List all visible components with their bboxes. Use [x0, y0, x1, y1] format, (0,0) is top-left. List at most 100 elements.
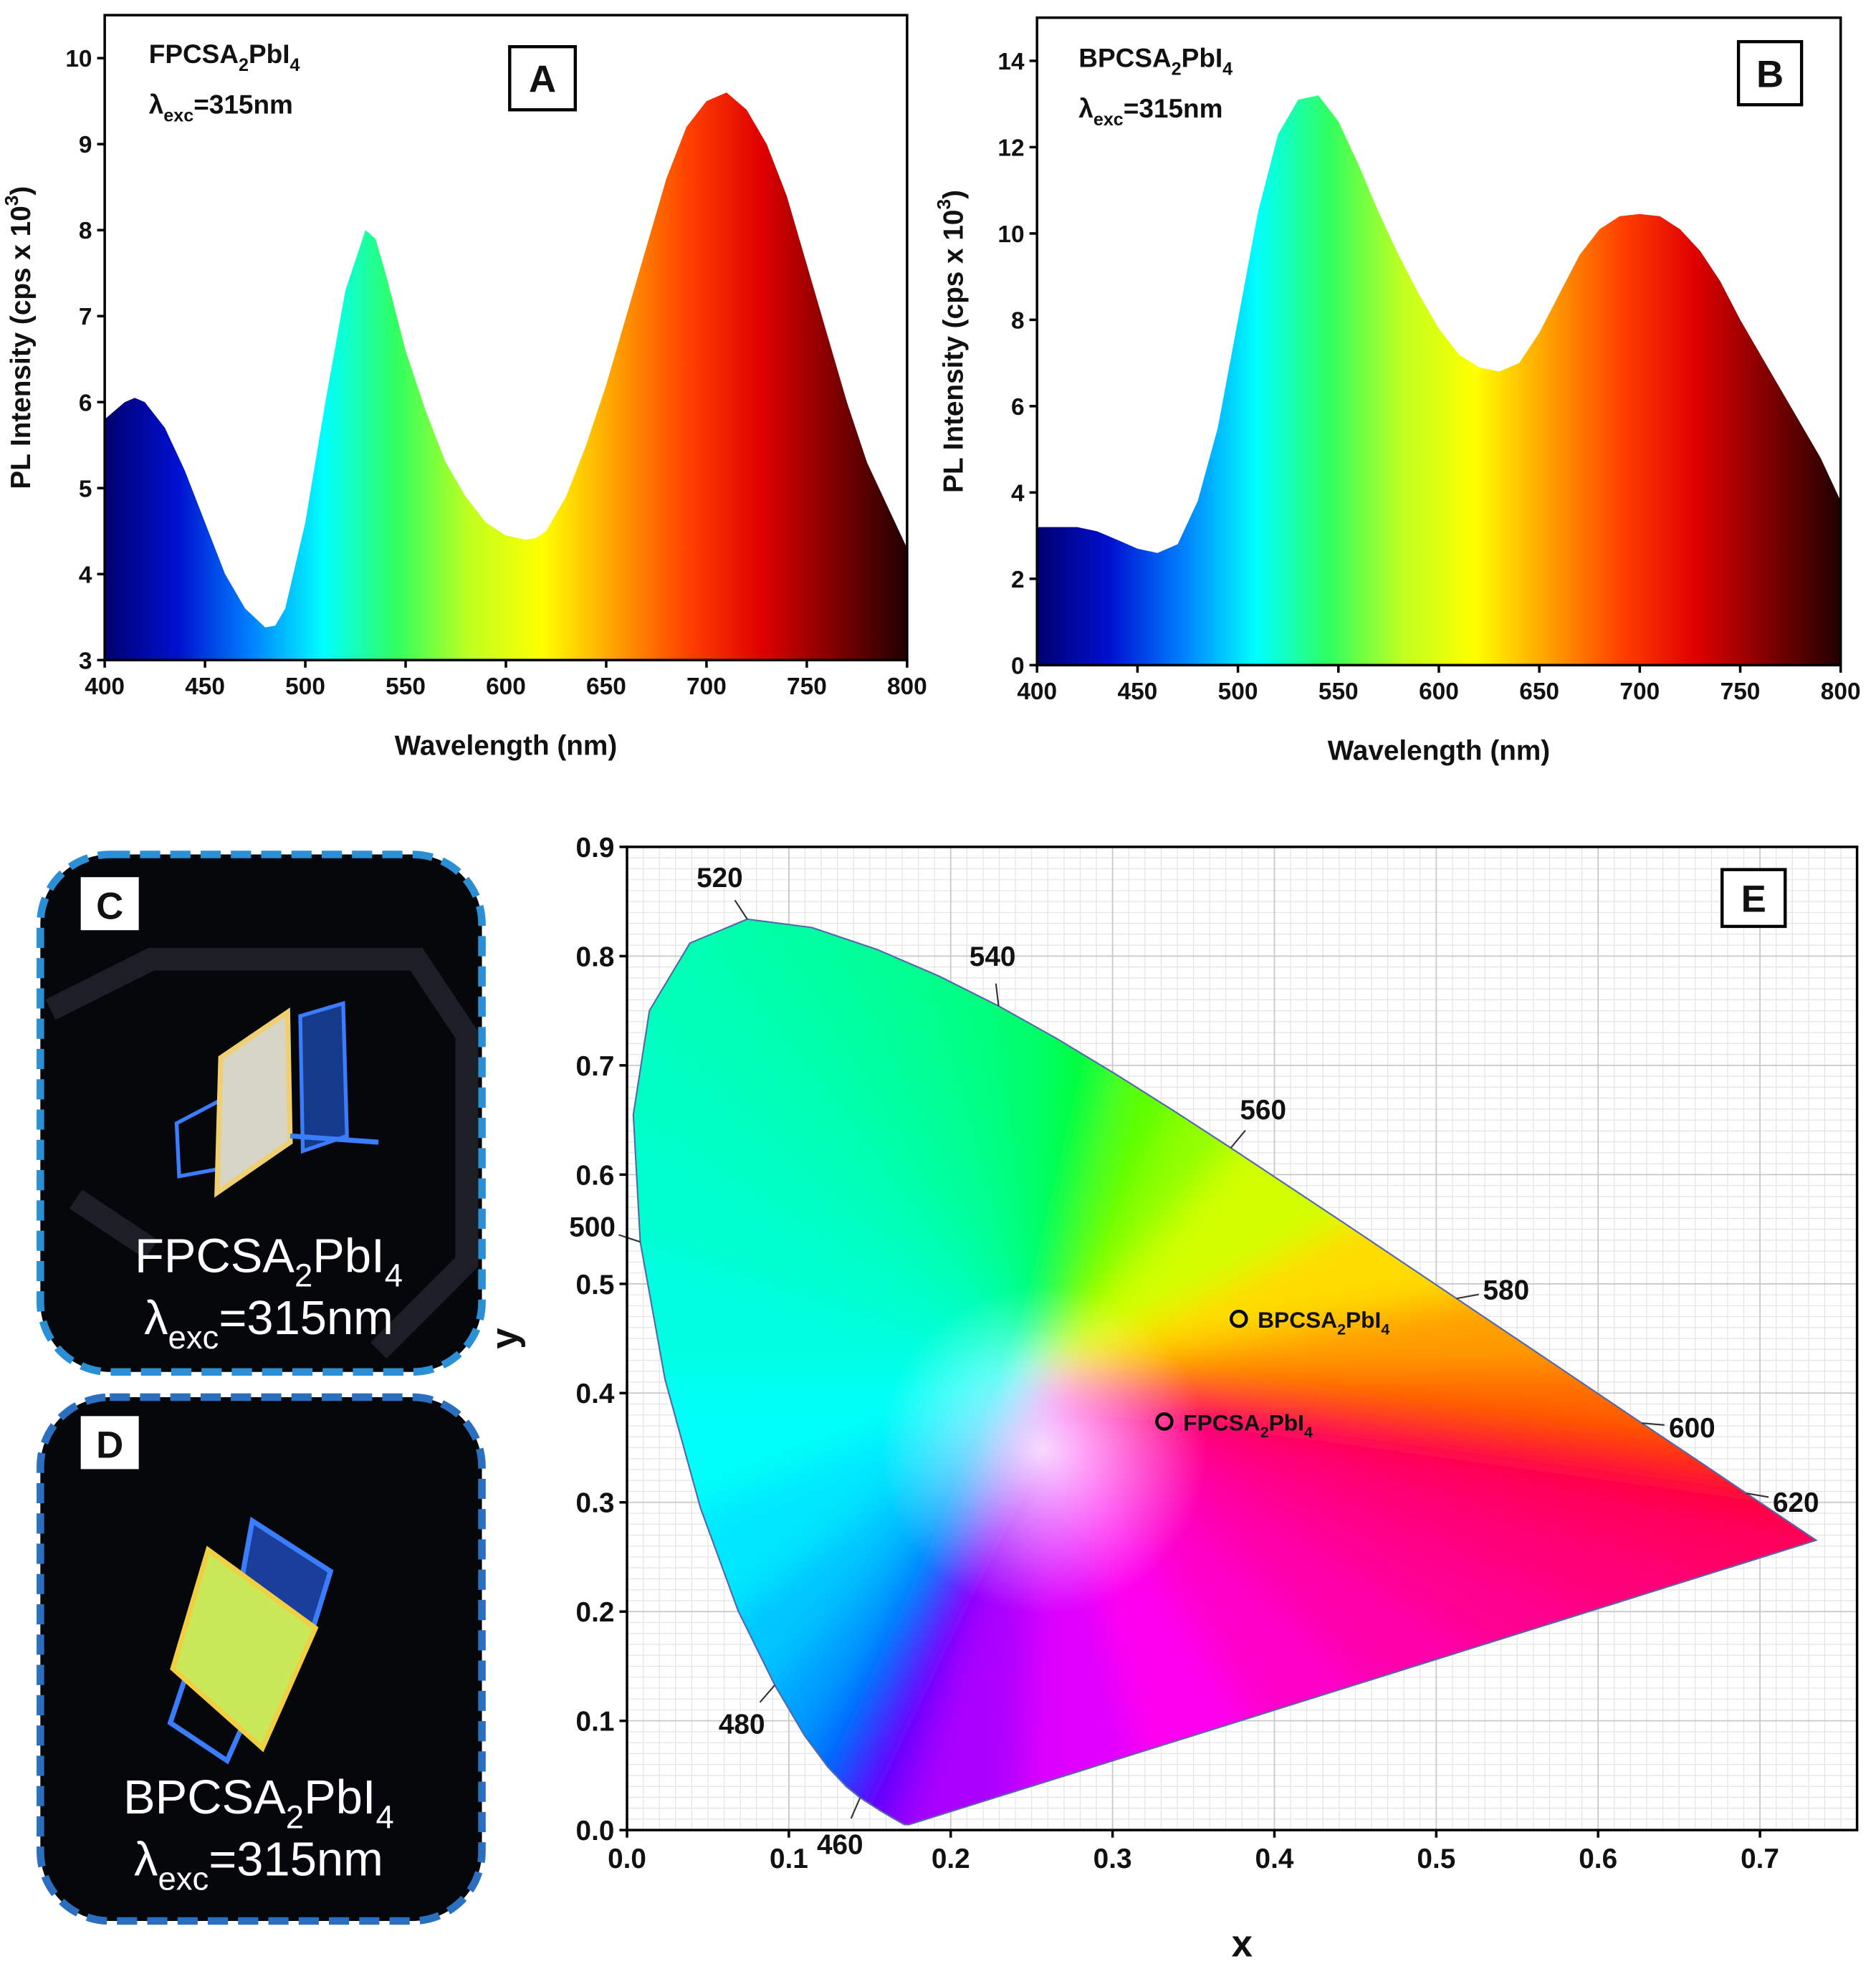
script-text: 4: [1222, 59, 1233, 79]
wavelength-label: 460: [817, 1830, 863, 1861]
y-tick-label: 0.1: [576, 1707, 615, 1738]
crystal-holder: [289, 1133, 379, 1145]
y-tick-label: 5: [79, 476, 92, 502]
panel-label-box: [1721, 868, 1787, 929]
text-part: FPCSA: [149, 39, 239, 69]
sample-label: BPCSA2PbI4: [1078, 43, 1233, 79]
y-tick-label: 3: [79, 648, 92, 674]
x-tick-label: 0.6: [1579, 1844, 1617, 1874]
panel-label-box: [508, 44, 578, 112]
x-tick-label: 650: [1519, 679, 1559, 705]
photo-sample-label: FPCSA2PbI4: [135, 1230, 403, 1294]
photo-c: C FPCSA2PbI4 λexc=315nm: [37, 850, 486, 1376]
panel-label-box: [80, 1416, 139, 1470]
crystal-holder: [298, 1000, 349, 1154]
wavelength-label: 540: [970, 941, 1016, 972]
x-tick-label: 500: [1218, 679, 1258, 705]
y-tick-label: 7: [79, 304, 92, 330]
text-part: PL Intensity (cps x 10: [6, 206, 37, 489]
y-tick-label: 4: [1011, 480, 1025, 507]
script-text: 3: [1, 196, 22, 206]
text-part: BPCSA: [1078, 43, 1171, 72]
script-text: 4: [376, 1798, 394, 1835]
crystal: [214, 1007, 293, 1198]
x-tick-label: 0.0: [608, 1844, 646, 1874]
photo-excitation-label: λexc=315nm: [144, 1291, 393, 1356]
text-part: BPCSA: [1258, 1307, 1337, 1333]
photo-excitation-label: λexc=315nm: [134, 1833, 383, 1897]
y-tick-label: 0.5: [576, 1270, 615, 1300]
x-tick-label: 700: [686, 674, 727, 700]
leader-line: [1456, 1293, 1479, 1300]
text-part: λ: [134, 1833, 158, 1887]
y-tick-label: 8: [1011, 307, 1025, 334]
spectral-locus: [632, 918, 1818, 1826]
y-tick-label: 0.0: [576, 1816, 615, 1846]
text-part: ): [6, 186, 37, 196]
text-part: =315nm: [193, 90, 293, 120]
panel-label: B: [1756, 54, 1784, 96]
y-tick-label: 6: [79, 390, 92, 416]
wavelength-label: 620: [1773, 1487, 1819, 1518]
y-tick-label: 0: [1011, 653, 1025, 679]
script-text: 4: [289, 55, 300, 75]
text-part: PbI: [249, 39, 290, 69]
y-tick-label: 0.7: [576, 1051, 615, 1082]
y-tick-label: 10: [65, 46, 92, 72]
leader-line: [850, 1797, 861, 1819]
y-tick-label: 8: [79, 218, 92, 244]
text-part: BPCSA: [123, 1770, 286, 1824]
y-tick-label: 10: [997, 221, 1024, 248]
excitation-label: λexc=315nm: [149, 90, 293, 126]
y-tick-label: 4: [79, 562, 92, 588]
text-part: FPCSA: [135, 1230, 295, 1283]
x-axis-label: Wavelength (nm): [395, 730, 618, 761]
text-part: λ: [144, 1291, 168, 1345]
text-part: PbI: [304, 1770, 375, 1824]
leader-line: [759, 1685, 776, 1703]
script-text: 2: [1337, 1320, 1346, 1338]
y-tick-label: 0.2: [576, 1597, 615, 1628]
data-point: [1155, 1412, 1174, 1431]
script-text: 2: [1260, 1423, 1269, 1441]
white-glow: [879, 1285, 1207, 1614]
chromaticity-fan: [633, 919, 1817, 1825]
x-tick-label: 450: [185, 674, 225, 700]
text-part: =315nm: [209, 1833, 383, 1887]
wavelength-label: 500: [569, 1212, 616, 1242]
script-text: 2: [1172, 59, 1182, 79]
leader-line: [1230, 1129, 1246, 1149]
leader-line: [1642, 1422, 1665, 1426]
x-axis-label: Wavelength (nm): [1328, 735, 1551, 766]
text-part: PbI: [312, 1230, 384, 1283]
script-text: 4: [385, 1257, 403, 1294]
x-tick-label: 450: [1118, 679, 1158, 705]
text-part: ): [938, 190, 969, 199]
photo-background-shape: [45, 947, 479, 1359]
leader-line: [995, 983, 1000, 1007]
wavelength-label: 580: [1483, 1275, 1530, 1306]
x-tick-label: 550: [386, 674, 426, 700]
script-text: exc: [168, 1319, 219, 1356]
text-part: PbI: [1182, 43, 1223, 72]
text-part: =315nm: [219, 1291, 393, 1345]
wavelength-label: 480: [719, 1709, 765, 1740]
script-text: 2: [239, 55, 249, 75]
panel-label: A: [529, 59, 556, 101]
x-tick-label: 0.2: [932, 1844, 970, 1874]
leader-line: [618, 1234, 641, 1243]
sample-label: FPCSA2PbI4: [149, 39, 300, 75]
text-part: PbI: [1346, 1307, 1381, 1333]
y-tick-label: 0.4: [576, 1379, 615, 1409]
y-tick-label: 12: [997, 135, 1024, 161]
panel-label: E: [1741, 878, 1766, 921]
x-tick-label: 600: [1419, 679, 1459, 705]
wavelength-label: 600: [1669, 1413, 1715, 1444]
x-tick-label: 700: [1619, 679, 1660, 705]
leader-line: [1746, 1492, 1769, 1498]
text-part: FPCSA: [1183, 1409, 1260, 1435]
x-tick-label: 750: [1721, 679, 1761, 705]
